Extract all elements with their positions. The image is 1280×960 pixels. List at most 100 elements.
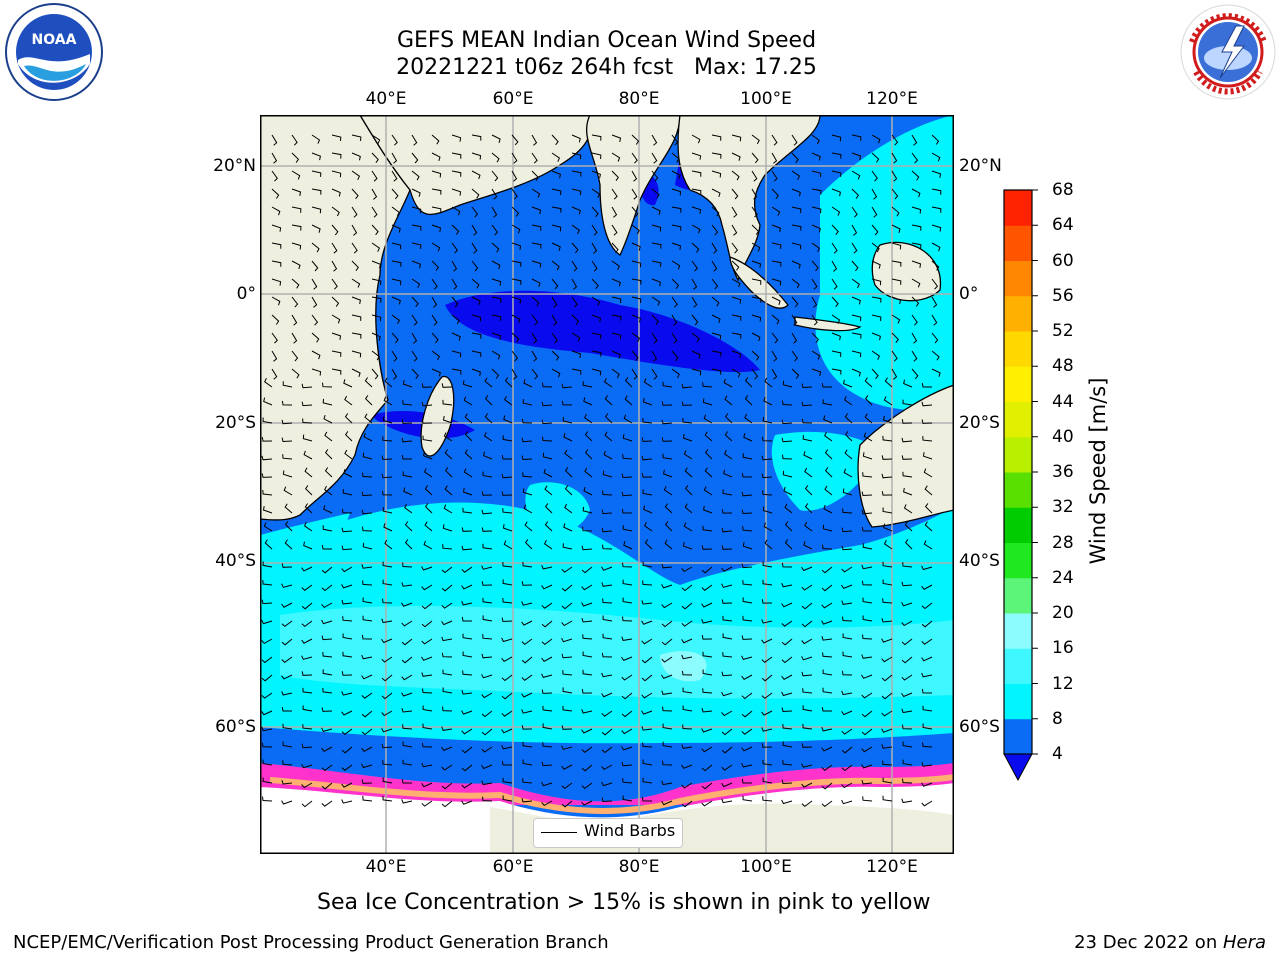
wind-barb: [751, 188, 758, 200]
map-frame: [260, 115, 954, 854]
wind-barb: [831, 206, 841, 216]
wind-speed-map: [260, 115, 954, 854]
wind-barb: [644, 521, 653, 532]
wind-barb: [611, 260, 620, 271]
wind-barb: [803, 541, 813, 550]
wind-barb: [564, 467, 573, 478]
wind-barb: [341, 728, 353, 735]
wind-barb: [862, 597, 873, 604]
wind-barb: [561, 383, 573, 389]
wind-barb: [662, 706, 673, 712]
wind-barb: [501, 674, 513, 682]
wind-barb: [624, 395, 633, 406]
wind-barb: [831, 224, 839, 235]
wind-barb: [311, 170, 322, 177]
wind-barb: [591, 368, 602, 376]
wind-barb: [841, 566, 853, 573]
wind-barb: [791, 368, 800, 379]
wind-barb: [771, 206, 781, 216]
wind-barb: [441, 800, 453, 808]
wind-barb: [721, 671, 733, 677]
colorbar-segment: [1004, 648, 1032, 684]
wind-barb: [711, 188, 721, 198]
wind-barb: [461, 764, 473, 772]
wind-barb: [541, 800, 553, 807]
wind-barb: [642, 417, 653, 424]
wind-barb: [701, 566, 713, 574]
wind-barb: [843, 396, 853, 406]
wind-barb: [291, 188, 302, 196]
wind-barb: [261, 437, 273, 442]
wind-barb: [531, 152, 538, 164]
borneo-land: [871, 241, 942, 302]
wind-barb: [322, 669, 333, 676]
wind-barb: [271, 314, 280, 325]
wind-barb: [484, 395, 493, 406]
wind-barb: [271, 296, 281, 306]
wind-barb: [291, 242, 302, 250]
wind-barb: [882, 598, 893, 604]
wind-barb: [541, 638, 553, 646]
wind-barb: [722, 633, 733, 640]
wind-barb: [601, 652, 613, 658]
wind-barb: [411, 134, 418, 146]
wind-barb: [441, 726, 453, 731]
wind-barb: [351, 314, 362, 321]
wind-barb: [701, 782, 713, 790]
wind-barb: [404, 503, 413, 514]
wind-barb: [731, 152, 741, 161]
wind-barb: [751, 314, 762, 322]
wind-barb: [351, 368, 361, 377]
wind-barb: [451, 170, 462, 177]
wind-barb: [381, 490, 393, 496]
wind-barb: [402, 724, 413, 730]
wind-barb: [411, 188, 421, 197]
wind-barb: [301, 671, 313, 676]
wind-barb: [431, 134, 440, 145]
wind-barb: [561, 566, 573, 573]
wind-barb: [371, 332, 381, 341]
wind-barb: [281, 620, 293, 628]
wind-barb: [341, 545, 353, 551]
wind-barb: [901, 708, 913, 714]
wind-barb: [821, 727, 833, 732]
lon-label-top-120e: 120°E: [866, 89, 918, 109]
wind-barb: [451, 242, 458, 254]
wind-barb: [621, 473, 633, 479]
wind-barb: [542, 436, 553, 442]
wind-barb: [641, 674, 653, 682]
wind-barb: [824, 467, 833, 478]
wind-barb: [902, 471, 913, 478]
wind-barb: [311, 188, 322, 195]
colorbar-tick-label: 28: [1052, 532, 1074, 553]
wind-barb: [431, 170, 442, 178]
wind-barb: [511, 278, 522, 285]
wind-barb: [924, 521, 933, 532]
wind-barb: [651, 242, 662, 249]
wind-barb: [784, 503, 793, 514]
wind-barb: [901, 601, 913, 607]
wind-barb: [661, 584, 673, 589]
wind-barb: [891, 152, 898, 164]
wind-barb: [551, 206, 562, 213]
wind-barb: [381, 473, 393, 479]
wind-barb: [262, 777, 273, 784]
wind-barb: [831, 260, 838, 272]
wind-barb: [271, 242, 282, 249]
wind-barb: [502, 597, 513, 604]
wind-barb: [321, 584, 333, 592]
wind-barb: [461, 545, 473, 551]
wind-barb: [871, 332, 881, 341]
wind-barb: [891, 188, 899, 200]
wind-barb: [271, 260, 282, 267]
wind-barb: [401, 419, 413, 424]
wind-barb: [361, 710, 373, 718]
wind-barb: [443, 432, 453, 442]
wind-barb: [821, 620, 833, 625]
wind-barb: [331, 350, 342, 357]
wind-barb: [682, 705, 693, 712]
wind-barb: [562, 416, 573, 424]
wind-barb: [861, 764, 873, 769]
wind-barb: [511, 314, 521, 324]
wind-barb: [302, 705, 313, 712]
